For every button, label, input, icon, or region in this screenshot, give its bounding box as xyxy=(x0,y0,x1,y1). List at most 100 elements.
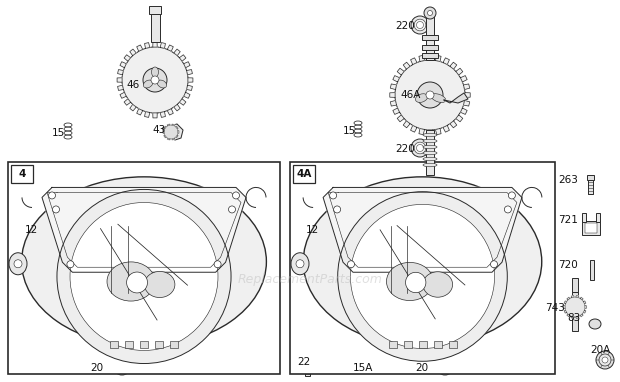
Polygon shape xyxy=(167,138,170,140)
Circle shape xyxy=(57,189,231,364)
Ellipse shape xyxy=(423,157,437,161)
Circle shape xyxy=(119,363,125,369)
Circle shape xyxy=(417,21,423,29)
Circle shape xyxy=(395,60,465,130)
Ellipse shape xyxy=(423,133,437,137)
Bar xyxy=(572,292,578,317)
Polygon shape xyxy=(410,58,417,65)
Polygon shape xyxy=(567,297,570,300)
Polygon shape xyxy=(176,135,178,138)
Polygon shape xyxy=(461,76,467,82)
Bar xyxy=(11,165,33,183)
Polygon shape xyxy=(137,45,143,51)
Polygon shape xyxy=(435,128,441,135)
Polygon shape xyxy=(576,316,578,319)
Polygon shape xyxy=(144,43,150,49)
Text: 15: 15 xyxy=(343,126,356,136)
Polygon shape xyxy=(393,108,399,114)
Polygon shape xyxy=(323,188,522,272)
Text: 720: 720 xyxy=(558,260,578,270)
Bar xyxy=(304,360,309,376)
Circle shape xyxy=(151,76,159,84)
Polygon shape xyxy=(564,306,565,308)
Bar xyxy=(389,342,397,348)
Polygon shape xyxy=(179,55,186,61)
Polygon shape xyxy=(403,62,410,69)
Polygon shape xyxy=(419,55,425,62)
Circle shape xyxy=(436,357,454,375)
Polygon shape xyxy=(118,70,123,75)
Circle shape xyxy=(116,360,128,372)
Polygon shape xyxy=(184,92,190,98)
Circle shape xyxy=(442,363,448,369)
Text: 46A: 46A xyxy=(400,90,420,100)
Polygon shape xyxy=(435,55,441,62)
Text: ReplacementParts.com: ReplacementParts.com xyxy=(237,274,383,286)
Circle shape xyxy=(424,7,436,19)
Polygon shape xyxy=(179,99,186,105)
Polygon shape xyxy=(450,62,457,69)
Text: 721: 721 xyxy=(558,215,578,225)
Circle shape xyxy=(347,261,355,268)
Polygon shape xyxy=(118,85,123,91)
Polygon shape xyxy=(443,58,449,65)
Polygon shape xyxy=(120,92,126,98)
Circle shape xyxy=(411,139,429,157)
Polygon shape xyxy=(464,100,470,106)
Bar xyxy=(582,213,586,222)
Polygon shape xyxy=(583,310,586,313)
Polygon shape xyxy=(461,108,467,114)
Polygon shape xyxy=(176,126,178,129)
Polygon shape xyxy=(403,121,410,128)
Circle shape xyxy=(229,206,236,213)
Circle shape xyxy=(350,204,495,348)
Text: 46: 46 xyxy=(126,80,140,90)
Circle shape xyxy=(126,272,148,293)
Text: 43: 43 xyxy=(152,125,166,135)
Bar xyxy=(149,6,161,14)
Circle shape xyxy=(414,19,426,31)
Bar xyxy=(293,165,315,183)
Polygon shape xyxy=(391,84,396,89)
Ellipse shape xyxy=(151,67,159,77)
Polygon shape xyxy=(172,138,175,140)
Circle shape xyxy=(67,261,74,268)
Text: 12: 12 xyxy=(306,225,319,235)
Polygon shape xyxy=(167,124,170,126)
Ellipse shape xyxy=(107,262,155,301)
Text: 263: 263 xyxy=(558,175,578,185)
Bar xyxy=(587,175,593,180)
Ellipse shape xyxy=(144,272,175,298)
Text: 20: 20 xyxy=(415,363,428,373)
Ellipse shape xyxy=(423,163,437,167)
Ellipse shape xyxy=(423,139,437,143)
Ellipse shape xyxy=(415,94,428,102)
Circle shape xyxy=(338,192,507,361)
Bar xyxy=(582,221,600,235)
Circle shape xyxy=(164,125,178,139)
Bar xyxy=(588,180,593,194)
Bar xyxy=(151,14,159,42)
Text: 12: 12 xyxy=(25,225,38,235)
Ellipse shape xyxy=(423,145,437,149)
Polygon shape xyxy=(164,135,166,138)
Ellipse shape xyxy=(303,177,542,346)
Circle shape xyxy=(599,354,611,366)
Polygon shape xyxy=(397,115,404,122)
Polygon shape xyxy=(163,131,164,133)
Bar xyxy=(8,162,280,374)
Polygon shape xyxy=(187,70,192,75)
Bar xyxy=(572,317,578,331)
Text: 743: 743 xyxy=(545,303,565,313)
Bar xyxy=(585,223,597,233)
Bar xyxy=(155,342,163,348)
Bar xyxy=(125,342,133,348)
Bar xyxy=(596,213,600,222)
Polygon shape xyxy=(564,310,567,313)
Polygon shape xyxy=(153,42,157,47)
Bar xyxy=(140,342,148,348)
Bar xyxy=(590,260,594,280)
Bar xyxy=(170,342,178,348)
Circle shape xyxy=(296,260,304,268)
Circle shape xyxy=(596,351,614,369)
